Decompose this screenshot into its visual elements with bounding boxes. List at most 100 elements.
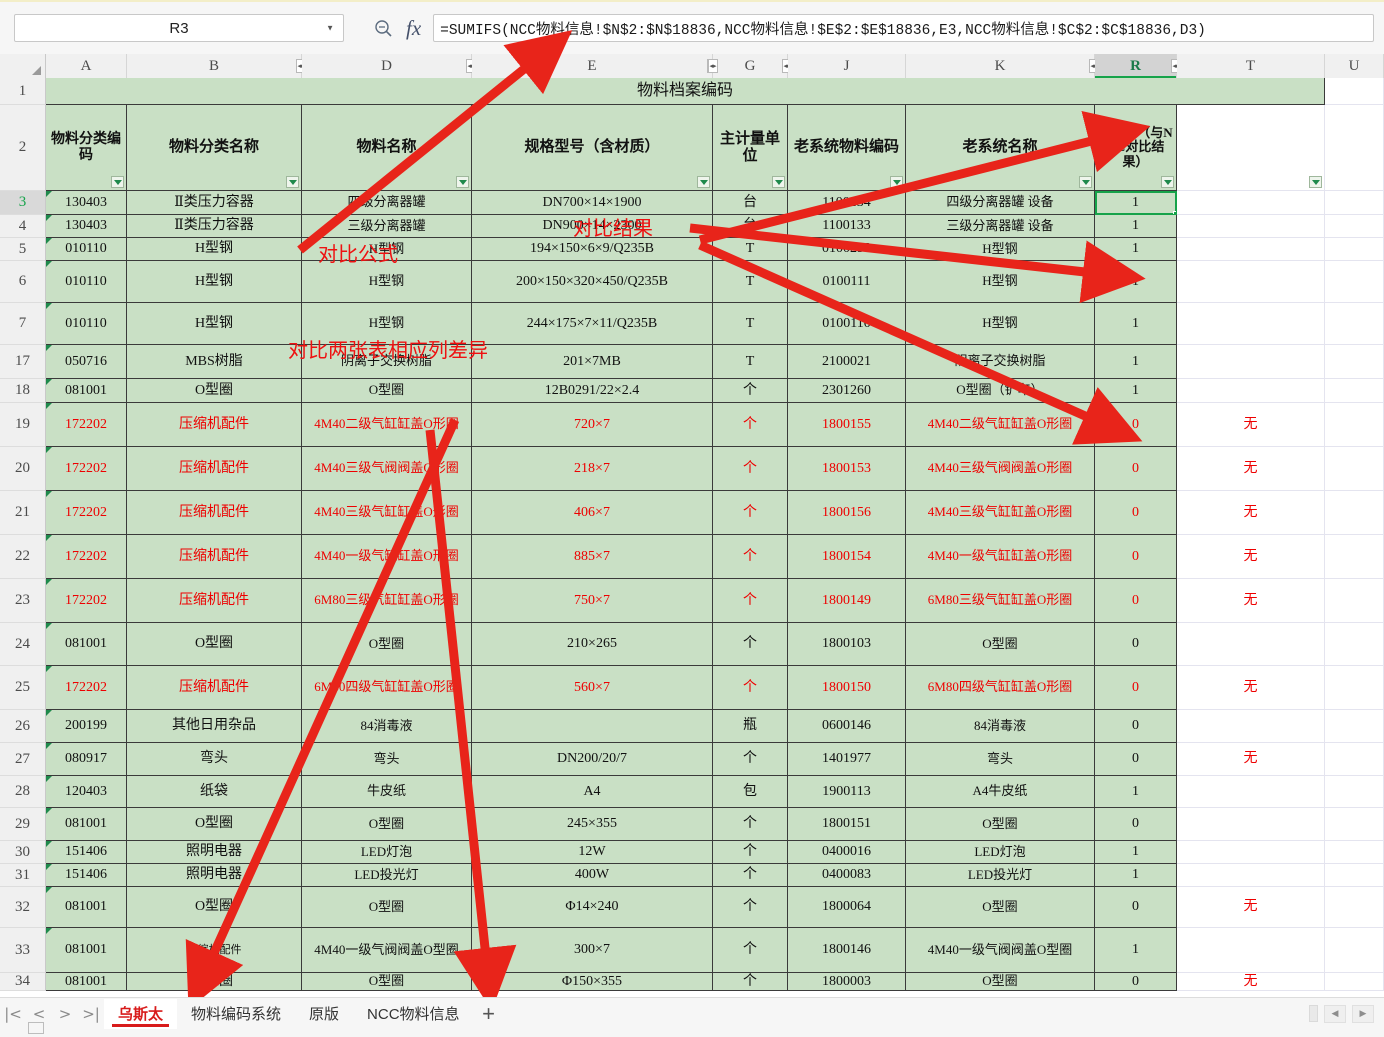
- grid-cell-a7[interactable]: 010110: [46, 303, 127, 345]
- table-row[interactable]: 18 081001 O型圈 O型圈 12B0291/22×2.4 个 2301260 O型圈（…: [0, 379, 1384, 403]
- grid-cell-d25[interactable]: 6M80四级气缸缸盖O形圈: [302, 666, 472, 710]
- grid-cell-t19[interactable]: 无: [1177, 403, 1325, 447]
- grid-cell-d20[interactable]: 4M40三级气阀阀盖O形圈: [302, 447, 472, 491]
- row-header-6[interactable]: 6: [0, 261, 46, 303]
- grid-cell-k31[interactable]: LED投光灯: [906, 864, 1095, 887]
- grid-cell-r5[interactable]: 1: [1095, 238, 1177, 261]
- table-row[interactable]: 28 120403 纸袋 牛皮纸 A4 包 1900113 A4牛皮纸 1: [0, 776, 1384, 808]
- filter-dropdown-icon[interactable]: [890, 176, 903, 188]
- column-header-cell[interactable]: 主计量单位: [713, 105, 788, 191]
- grid-cell-r26[interactable]: 0: [1095, 710, 1177, 743]
- grid-cell-r4[interactable]: 1: [1095, 215, 1177, 238]
- grid-cell-u18[interactable]: [1325, 379, 1384, 403]
- grid-cell-j31[interactable]: 0400083: [788, 864, 906, 887]
- grid-cell-e30[interactable]: 12W: [472, 841, 713, 864]
- grid-cell-d19[interactable]: 4M40二级气缸缸盖O形圈: [302, 403, 472, 447]
- grid-cell-a30[interactable]: 151406: [46, 841, 127, 864]
- filter-dropdown-icon[interactable]: [1309, 176, 1322, 188]
- sheet-tab-4[interactable]: NCC物料信息: [353, 999, 474, 1029]
- grid-cell-g24[interactable]: 个: [713, 623, 788, 666]
- grid-cell-b20[interactable]: 压缩机配件: [127, 447, 302, 491]
- grid-cell-d22[interactable]: 4M40一级气缸缸盖O形圈: [302, 535, 472, 579]
- grid-cell-r32[interactable]: 0: [1095, 887, 1177, 928]
- grid-cell-u6[interactable]: [1325, 261, 1384, 303]
- grid-cell-b17[interactable]: MBS树脂: [127, 345, 302, 379]
- grid-cell-t31[interactable]: [1177, 864, 1325, 887]
- grid-cell-j18[interactable]: 2301260: [788, 379, 906, 403]
- grid-cell-e31[interactable]: 400W: [472, 864, 713, 887]
- sheet-title-cell[interactable]: 物料档案编码: [46, 78, 1325, 105]
- name-box[interactable]: R3 ▼: [14, 14, 344, 42]
- table-row[interactable]: 29 081001 O型圈 O型圈 245×355 个 1800151 O型圈 0: [0, 808, 1384, 841]
- grid-cell-b19[interactable]: 压缩机配件: [127, 403, 302, 447]
- grid-cell-e33[interactable]: 300×7: [472, 928, 713, 973]
- grid-cell-a18[interactable]: 081001: [46, 379, 127, 403]
- table-row[interactable]: 20 172202 压缩机配件 4M40三级气阀阀盖O形圈 218×7 个 1800153 4…: [0, 447, 1384, 491]
- grid-cell-empty[interactable]: [1325, 78, 1384, 105]
- grid-cell-u17[interactable]: [1325, 345, 1384, 379]
- grid-cell-b26[interactable]: 其他日用杂品: [127, 710, 302, 743]
- column-header-cell[interactable]: 物料名称: [302, 105, 472, 191]
- chevron-down-icon[interactable]: ▼: [326, 23, 334, 33]
- grid-cell-e24[interactable]: 210×265: [472, 623, 713, 666]
- grid-cell-g6[interactable]: T: [713, 261, 788, 303]
- grid-cell-a3[interactable]: 130403: [46, 191, 127, 215]
- table-row[interactable]: 23 172202 压缩机配件 6M80三级气缸缸盖O形圈 750×7 个 1800149 6…: [0, 579, 1384, 623]
- grid-cell-e22[interactable]: 885×7: [472, 535, 713, 579]
- sheet-tab-bar[interactable]: |< < > >| 乌斯太 物料编码系统 原版 NCC物料信息 + ◀ ▶: [0, 997, 1384, 1029]
- grid-cell-r30[interactable]: 1: [1095, 841, 1177, 864]
- grid-cell-k3[interactable]: 四级分离器罐 设备: [906, 191, 1095, 215]
- grid-cell-t4[interactable]: [1177, 215, 1325, 238]
- add-sheet-button[interactable]: +: [482, 1000, 495, 1026]
- grid-cell-u19[interactable]: [1325, 403, 1384, 447]
- grid-cell-g3[interactable]: 台: [713, 191, 788, 215]
- grid-cell-k7[interactable]: H型钢: [906, 303, 1095, 345]
- grid-cell-g18[interactable]: 个: [713, 379, 788, 403]
- table-row[interactable]: 24 081001 O型圈 O型圈 210×265 个 1800103 O型圈 0: [0, 623, 1384, 666]
- grid-body[interactable]: 1 物料档案编码 2 物料分类编码 物料分类名称 物料名称 规格型号（含材质） 主计量单位 老系…: [0, 78, 1384, 991]
- column-header-a[interactable]: A: [46, 54, 127, 78]
- row-header-18[interactable]: 18: [0, 379, 46, 403]
- grid-cell-d29[interactable]: O型圈: [302, 808, 472, 841]
- grid-cell-u25[interactable]: [1325, 666, 1384, 710]
- grid-cell-g31[interactable]: 个: [713, 864, 788, 887]
- grid-cell-g33[interactable]: 个: [713, 928, 788, 973]
- grid-cell-b4[interactable]: Ⅱ类压力容器: [127, 215, 302, 238]
- grid-cell-r34[interactable]: 0: [1095, 973, 1177, 991]
- grid-cell-b28[interactable]: 纸袋: [127, 776, 302, 808]
- grid-cell-b33[interactable]: 压缩机配件: [127, 928, 302, 973]
- grid-cell-a28[interactable]: 120403: [46, 776, 127, 808]
- grid-cell-e25[interactable]: 560×7: [472, 666, 713, 710]
- column-header-t[interactable]: T: [1177, 54, 1325, 78]
- column-header-b[interactable]: B ◂▸: [127, 54, 306, 78]
- grid-cell-u7[interactable]: [1325, 303, 1384, 345]
- row-header-19[interactable]: 19: [0, 403, 46, 447]
- grid-cell-e6[interactable]: 200×150×320×450/Q235B: [472, 261, 713, 303]
- filter-dropdown-icon[interactable]: [697, 176, 710, 188]
- grid-cell-g4[interactable]: 台: [713, 215, 788, 238]
- grid-cell-t18[interactable]: [1177, 379, 1325, 403]
- filter-dropdown-icon[interactable]: [772, 176, 785, 188]
- grid-cell-e20[interactable]: 218×7: [472, 447, 713, 491]
- grid-cell-u34[interactable]: [1325, 973, 1384, 991]
- grid-cell-g27[interactable]: 个: [713, 743, 788, 776]
- grid-cell-u24[interactable]: [1325, 623, 1384, 666]
- grid-cell-g26[interactable]: 瓶: [713, 710, 788, 743]
- grid-cell-d28[interactable]: 牛皮纸: [302, 776, 472, 808]
- grid-cell-j21[interactable]: 1800156: [788, 491, 906, 535]
- fill-handle[interactable]: [1173, 211, 1176, 214]
- next-sheet-button[interactable]: >: [58, 1004, 72, 1023]
- grid-cell-r21[interactable]: 0: [1095, 491, 1177, 535]
- grid-cell-e23[interactable]: 750×7: [472, 579, 713, 623]
- grid-cell-k25[interactable]: 6M80四级气缸缸盖O形圈: [906, 666, 1095, 710]
- grid-cell-g7[interactable]: T: [713, 303, 788, 345]
- table-row[interactable]: 34 081001 O型圈 O型圈 Φ150×355 个 1800003 O型圈 0 无: [0, 973, 1384, 991]
- grid-cell-u4[interactable]: [1325, 215, 1384, 238]
- grid-cell-k34[interactable]: O型圈: [906, 973, 1095, 991]
- prev-sheet-button[interactable]: <: [32, 1004, 46, 1023]
- grid-cell-g19[interactable]: 个: [713, 403, 788, 447]
- column-header-g[interactable]: G ◂▸ ◂▸: [708, 54, 792, 78]
- grid-cell-g5[interactable]: T: [713, 238, 788, 261]
- grid-cell-k24[interactable]: O型圈: [906, 623, 1095, 666]
- grid-cell-a25[interactable]: 172202: [46, 666, 127, 710]
